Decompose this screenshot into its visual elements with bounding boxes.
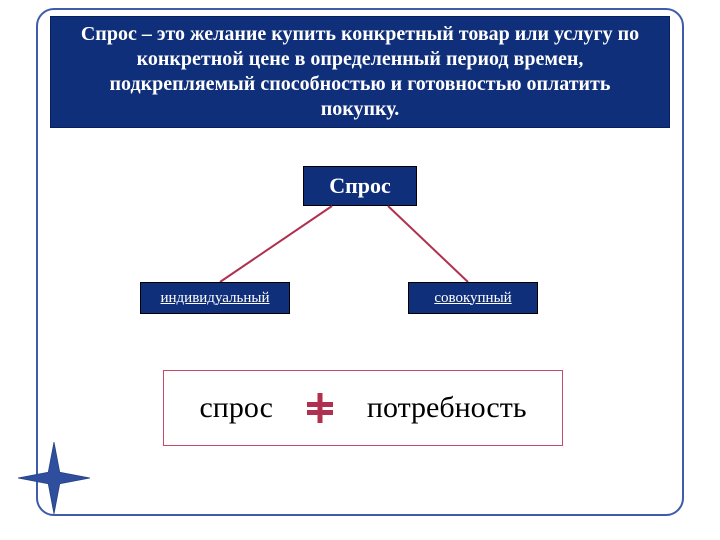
equation-box: спрос потребность	[163, 370, 563, 446]
root-node: Спрос	[303, 166, 417, 206]
equation-right: потребность	[367, 391, 527, 425]
child-node-left: индивидуальный	[140, 282, 290, 314]
definition-text: Спрос – это желание купить конкретный то…	[69, 22, 651, 122]
child-node-right: совокупный	[408, 282, 538, 314]
definition-box: Спрос – это желание купить конкретный то…	[50, 16, 670, 128]
child-left-label: индивидуальный	[160, 290, 269, 307]
root-label: Спрос	[329, 173, 391, 199]
child-right-label: совокупный	[434, 290, 511, 307]
equation-left: спрос	[199, 391, 272, 425]
star-icon	[18, 442, 90, 514]
not-equal-icon	[303, 391, 337, 425]
